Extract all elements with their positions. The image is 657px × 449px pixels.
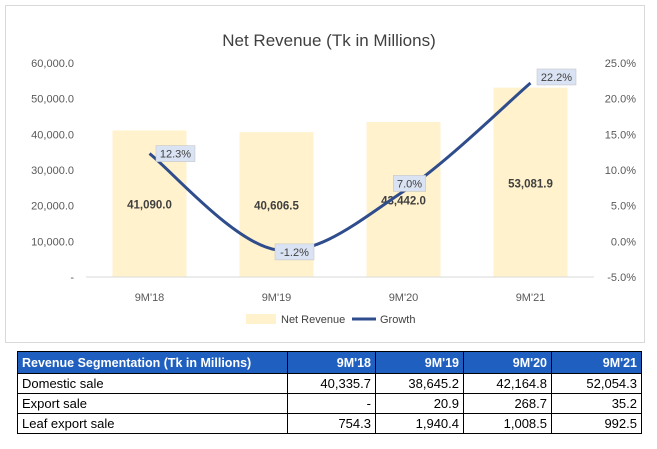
table-row: Leaf export sale 754.3 1,940.4 1,008.5 9… [17, 413, 642, 434]
right-axis-tick-label: 25.0% [605, 58, 636, 70]
left-axis-tick-label: - [70, 272, 74, 284]
net-revenue-data-label: 53,081.9 [508, 178, 553, 190]
left-axis-tick-label: 10,000.0 [31, 236, 74, 248]
row-label: Leaf export sale [17, 413, 288, 434]
table-row: Export sale - 20.9 268.7 35.2 [17, 393, 642, 414]
right-axis-tick-label: 20.0% [605, 94, 636, 106]
growth-data-label: -1.2% [280, 247, 309, 259]
row-label: Export sale [17, 393, 288, 414]
table-cell: 992.5 [551, 413, 642, 434]
growth-data-label-box [536, 68, 577, 86]
x-axis-tick-label: 9M'19 [262, 292, 292, 304]
right-axis-tick-label: 5.0% [611, 201, 636, 213]
left-axis-tick-label: 40,000.0 [31, 129, 74, 141]
table-cell: - [287, 393, 376, 414]
table-row: Domestic sale 40,335.7 38,645.2 42,164.8… [17, 373, 642, 394]
growth-data-label: 22.2% [541, 72, 572, 84]
table-cell: 52,054.3 [551, 373, 642, 394]
x-axis-tick-label: 9M'21 [516, 292, 546, 304]
table-cell: 1,008.5 [463, 413, 552, 434]
right-axis-tick-label: 15.0% [605, 129, 636, 141]
right-axis-tick-label: -5.0% [607, 272, 636, 284]
table-cell: 42,164.8 [463, 373, 552, 394]
right-axis-tick-label: 0.0% [611, 236, 636, 248]
growth-data-label: 12.3% [160, 149, 191, 161]
left-axis-tick-label: 20,000.0 [31, 201, 74, 213]
left-axis-tick-label: 60,000.0 [31, 58, 74, 70]
chart-area: Net Revenue (Tk in Millions) - 10,000.0 20… [5, 5, 645, 343]
x-axis-tick-label: 9M'18 [135, 292, 165, 304]
legend-growth-label: Growth [380, 314, 415, 326]
legend: Net Revenue Growth [246, 314, 415, 326]
table-header-cell: 9M'18 [287, 351, 376, 374]
row-label: Domestic sale [17, 373, 288, 394]
table-cell: 754.3 [287, 413, 376, 434]
table-cell: 35.2 [551, 393, 642, 414]
table-cell: 20.9 [375, 393, 464, 414]
growth-data-label: 7.0% [397, 178, 422, 190]
growth-data-label-box [274, 243, 315, 261]
legend-net-revenue-label: Net Revenue [281, 314, 345, 326]
net-revenue-data-label: 40,606.5 [254, 201, 299, 213]
table-header-cell: 9M'20 [463, 351, 552, 374]
table-cell: 1,940.4 [375, 413, 464, 434]
table-cell: 38,645.2 [375, 373, 464, 394]
legend-net-revenue-swatch [246, 314, 276, 324]
revenue-chart: Net Revenue (Tk in Millions) - 10,000.0 20… [31, 31, 636, 326]
left-axis-tick-label: 30,000.0 [31, 165, 74, 177]
right-axis-tick-label: 10.0% [605, 165, 636, 177]
net-revenue-data-label: 41,090.0 [127, 200, 172, 212]
growth-line [148, 81, 532, 253]
net-revenue-bar [366, 122, 441, 277]
chart-title: Net Revenue (Tk in Millions) [222, 31, 436, 50]
table-header-cell: Revenue Segmentation (Tk in Millions) [17, 351, 288, 374]
table-cell: 40,335.7 [287, 373, 376, 394]
table-header-row: Revenue Segmentation (Tk in Millions) 9M… [17, 351, 642, 374]
growth-data-label-box [393, 175, 426, 192]
left-axis-tick-label: 50,000.0 [31, 94, 74, 106]
table-header-cell: 9M'19 [375, 351, 464, 374]
growth-data-label-box [155, 145, 196, 162]
revenue-segmentation-table: Revenue Segmentation (Tk in Millions) 9M… [17, 351, 642, 434]
net-revenue-bar [493, 87, 568, 277]
x-axis-tick-label: 9M'20 [389, 292, 419, 304]
table-header-cell: 9M'21 [551, 351, 642, 374]
table-cell: 268.7 [463, 393, 552, 414]
